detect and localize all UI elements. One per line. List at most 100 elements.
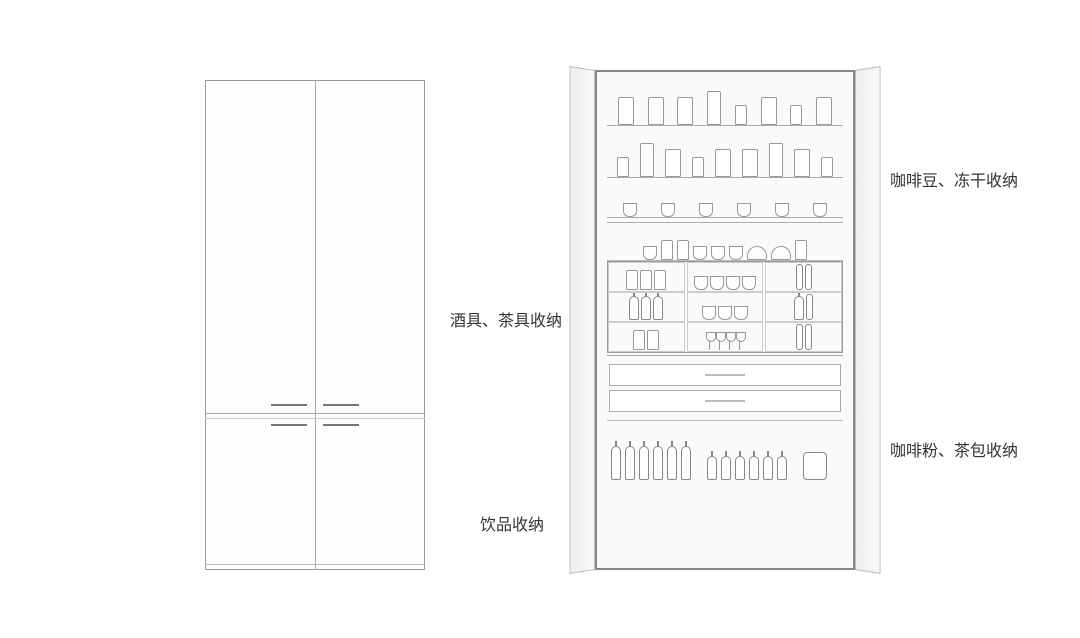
bottle [625,446,635,480]
bottom-shelf [607,420,843,484]
bottle-short [777,456,787,480]
wineglass [706,332,714,350]
jar [648,97,664,125]
bottle-short [653,296,663,320]
jar-small [617,157,629,177]
jar-small [692,157,704,177]
cabinet-closed [205,80,425,570]
jar-small [795,240,807,260]
label-coffee-pow: 咖啡粉、茶包收纳 [890,437,1018,461]
dome [747,246,767,260]
jar-small [640,270,652,290]
wineglass [736,332,744,350]
cup [726,276,740,290]
grinder [796,264,803,290]
cup [710,276,724,290]
jar [715,149,731,177]
cup [643,246,657,260]
bottle-short [763,456,773,480]
inset-cabinet [607,261,843,353]
cabinet-open-carcass [595,70,855,570]
cup [693,246,707,260]
inset-cell [765,292,842,322]
handle-upper-left [271,404,307,406]
shelf-1 [607,78,843,126]
inset-cell [608,322,685,352]
shelf-3 [607,182,843,218]
cabinet-open [595,70,855,570]
bottle-short [641,296,651,320]
jar-small [661,240,673,260]
cup [737,203,751,217]
jar-small [735,105,747,125]
bottle-short [707,456,717,480]
door-right [855,66,881,574]
cabinet-closed-hsplit [205,413,425,419]
jar-small [790,105,802,125]
counter-zone [607,222,843,356]
shelf-2 [607,130,843,178]
cup [734,306,748,320]
cup [661,203,675,217]
jar-small [677,240,689,260]
inset-cell [765,262,842,292]
canister [803,452,827,480]
drawer-zone [607,360,843,416]
cabinet-closed-vsplit [315,80,316,570]
handle-lower-left [271,424,307,426]
label-drinks: 饮品收纳 [480,511,544,535]
jar-small [626,270,638,290]
jar [794,149,810,177]
bottle-short [721,456,731,480]
inset-cell [687,322,764,352]
jar [816,97,832,125]
jar [665,149,681,177]
drawer [609,364,841,386]
handle-lower-right [323,424,359,426]
handle-upper-right [323,404,359,406]
cup [711,246,725,260]
bottle [653,446,663,480]
inset-cell [608,292,685,322]
jar-small [654,270,666,290]
wineglass [726,332,734,350]
bottle [611,446,621,480]
grinder [805,324,812,350]
label-wine-tea: 酒具、茶具收纳 [450,307,562,331]
jar-tall [769,143,783,177]
door-left [569,66,595,574]
dome [771,246,791,260]
inset-column [687,262,764,352]
label-coffee-bean: 咖啡豆、冻干收纳 [890,167,1018,191]
bottle-short [629,296,639,320]
jar-tall [707,91,721,125]
cup [699,203,713,217]
inset-cell [687,292,764,322]
bottle-short [735,456,745,480]
drawer [609,390,841,412]
inset-cell [687,262,764,292]
cup [813,203,827,217]
cup [694,276,708,290]
jar [618,97,634,125]
jar [761,97,777,125]
jar [677,97,693,125]
cup [718,306,732,320]
wineglass [716,332,724,350]
grinder [805,264,812,290]
inset-column [608,262,685,352]
inset-cell [608,262,685,292]
cup [775,203,789,217]
cup [702,306,716,320]
bottle [639,446,649,480]
jar-tall [640,143,654,177]
cabinet-closed-toe [205,564,425,570]
jar-small [633,330,645,350]
bottle [667,446,677,480]
bottle-short [749,456,759,480]
jar-small [647,330,659,350]
cup [742,276,756,290]
inset-cell [765,322,842,352]
jar [742,149,758,177]
cup [729,246,743,260]
